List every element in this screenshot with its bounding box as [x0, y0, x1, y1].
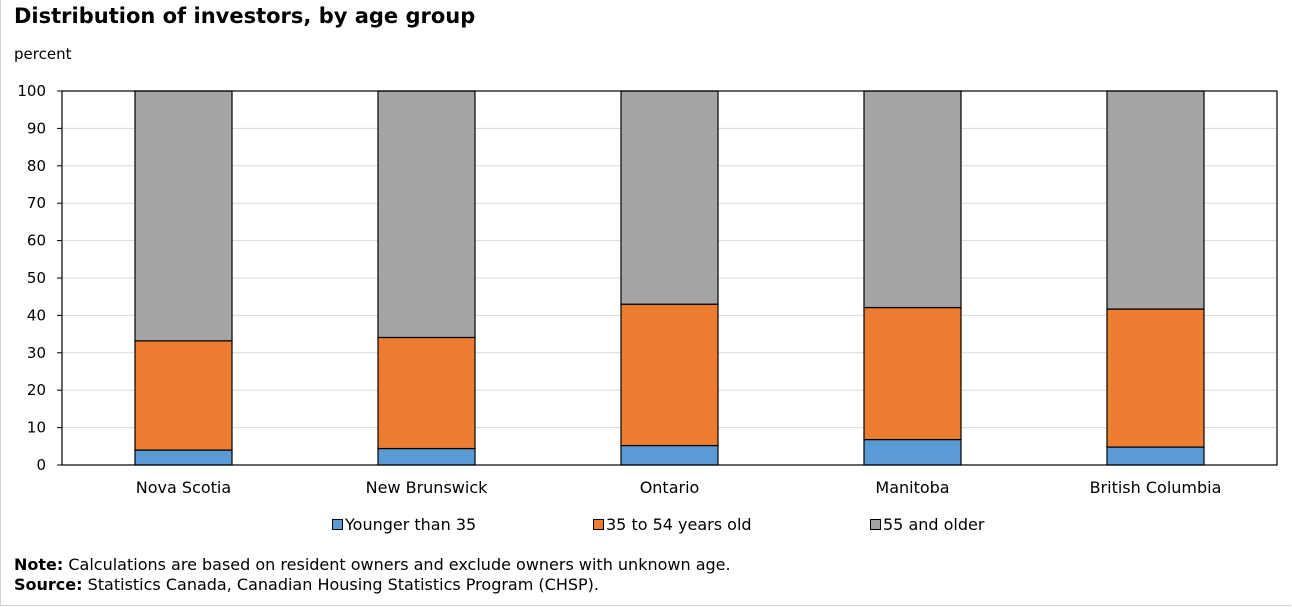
y-axis-unit-label: percent: [14, 45, 72, 63]
x-axis-ticks: Nova Scotia New Brunswick Ontario Manitoba B…: [136, 478, 1222, 497]
legend: Younger than 35 35 to 54 years old 55 and …: [0, 515, 1292, 539]
legend-swatch: [332, 519, 343, 530]
bar-segment: [1106, 446, 1205, 466]
x-tick-label: Nova Scotia: [136, 478, 231, 497]
y-tick-label: 10: [27, 419, 46, 437]
source-line: Source: Statistics Canada, Canadian Hous…: [14, 575, 731, 595]
bar-segment: [863, 306, 962, 441]
legend-label: Younger than 35: [345, 515, 477, 534]
legend-label: 55 and older: [883, 515, 985, 534]
x-tick-label: Manitoba: [875, 478, 949, 497]
note-label: Note:: [14, 555, 64, 574]
y-axis-ticks: 0 10 20 30 40 50 60 70 80 90 100: [17, 82, 62, 474]
y-tick-label: 40: [27, 306, 46, 324]
bar-segment: [620, 444, 719, 466]
bar-segment: [863, 438, 962, 466]
y-tick-label: 0: [36, 456, 46, 474]
legend-item: Younger than 35: [332, 515, 476, 534]
bar-segment: [134, 340, 233, 451]
notes: Note: Calculations are based on resident…: [14, 555, 731, 595]
chart-title: Distribution of investors, by age group: [14, 4, 476, 28]
bar-segment: [377, 447, 476, 466]
y-tick-label: 60: [27, 232, 46, 250]
bar-segment: [134, 449, 233, 466]
x-tick-label: New Brunswick: [366, 478, 488, 497]
source-text: Statistics Canada, Canadian Housing Stat…: [82, 575, 599, 594]
legend-swatch: [870, 519, 881, 530]
bar-segment: [134, 90, 233, 342]
legend-label: 35 to 54 years old: [606, 515, 752, 534]
source-label: Source:: [14, 575, 83, 594]
bars: [134, 90, 1205, 466]
x-tick-label: Ontario: [640, 478, 700, 497]
y-tick-label: 30: [27, 344, 46, 362]
bar-segment: [1106, 308, 1205, 448]
bar-segment: [620, 303, 719, 447]
bar-segment: [1106, 90, 1205, 310]
legend-item: 55 and older: [870, 515, 984, 534]
y-tick-label: 50: [27, 269, 46, 287]
legend-item: 35 to 54 years old: [593, 515, 752, 534]
stacked-bar-chart: 0 10 20 30 40 50 60 70 80 90 100 Nova Scotia New Br…: [17, 82, 1278, 497]
x-tick-label: British Columbia: [1090, 478, 1222, 497]
note-line: Note: Calculations are based on resident…: [14, 555, 731, 575]
bar-segment: [377, 90, 476, 339]
bar-segment: [620, 90, 719, 305]
bar-segment: [377, 336, 476, 450]
y-tick-label: 20: [27, 381, 46, 399]
y-tick-label: 80: [27, 157, 46, 175]
note-text: Calculations are based on resident owner…: [63, 555, 731, 574]
y-tick-label: 70: [27, 194, 46, 212]
y-tick-label: 90: [27, 119, 46, 137]
bar-segment: [863, 90, 962, 309]
y-tick-label: 100: [17, 82, 46, 100]
legend-swatch: [593, 519, 604, 530]
